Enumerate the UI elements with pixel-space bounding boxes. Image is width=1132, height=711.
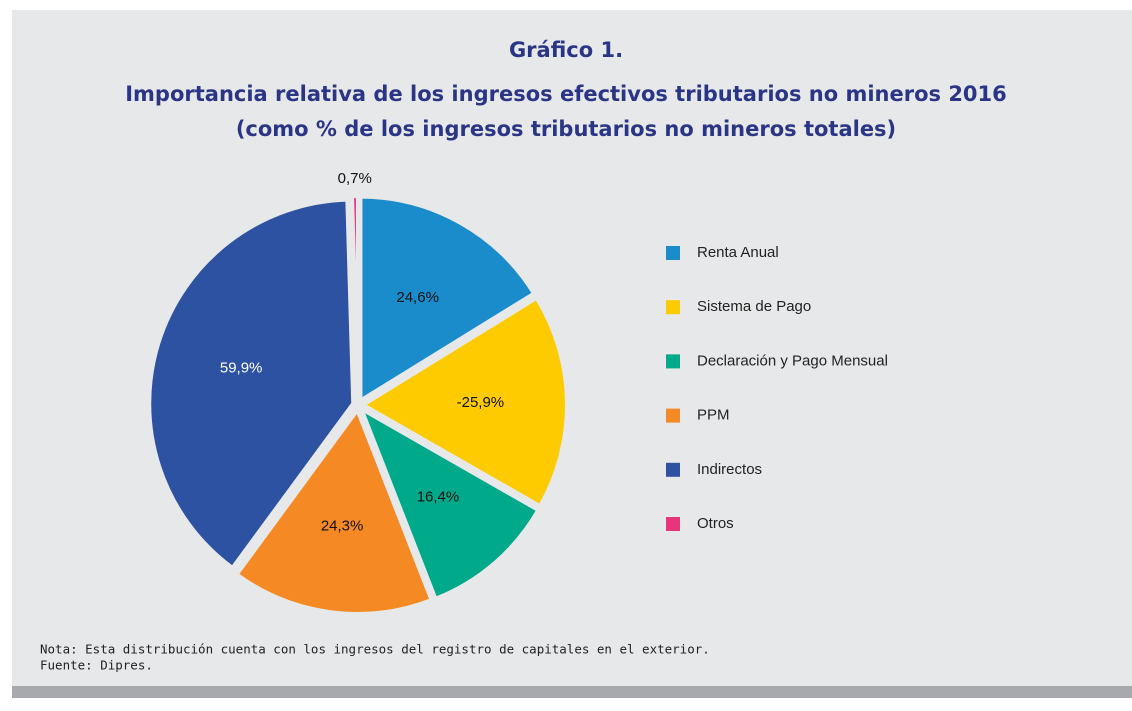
chart-title: Gráfico 1. — [509, 38, 623, 62]
legend-swatch — [666, 408, 680, 423]
legend-label: Renta Anual — [697, 244, 779, 261]
data-label: 16,4% — [417, 489, 460, 506]
legend-swatch — [666, 517, 680, 531]
pie-slice — [359, 295, 569, 509]
pie-slice — [357, 404, 542, 602]
pie-slice — [358, 194, 537, 405]
chart-title: (como % de los ingresos tributarios no m… — [236, 117, 896, 141]
data-label: 0,7% — [338, 170, 372, 187]
data-label: 59,9% — [220, 360, 263, 377]
pie-slice — [349, 194, 360, 401]
legend-label: Sistema de Pago — [697, 298, 811, 315]
legend-swatch — [666, 246, 680, 260]
pie-slice — [147, 197, 356, 571]
legend-label: Declaración y Pago Mensual — [697, 352, 888, 369]
data-label: 24,6% — [396, 289, 439, 306]
note: Nota: Esta distribución cuenta con los i… — [40, 642, 710, 657]
data-label: -25,9% — [457, 394, 505, 411]
legend-label: PPM — [697, 407, 730, 424]
legend-swatch — [666, 354, 680, 369]
legend-label: Indirectos — [697, 461, 762, 478]
bottom-bar — [12, 686, 1132, 698]
legend-swatch — [666, 462, 680, 477]
legend-label: Otros — [697, 515, 734, 532]
note: Fuente: Dipres. — [40, 658, 153, 673]
pie-slice — [233, 405, 435, 616]
legend-swatch — [666, 300, 680, 315]
chart-title: Importancia relativa de los ingresos efe… — [125, 82, 1007, 106]
data-label: 24,3% — [321, 517, 364, 534]
